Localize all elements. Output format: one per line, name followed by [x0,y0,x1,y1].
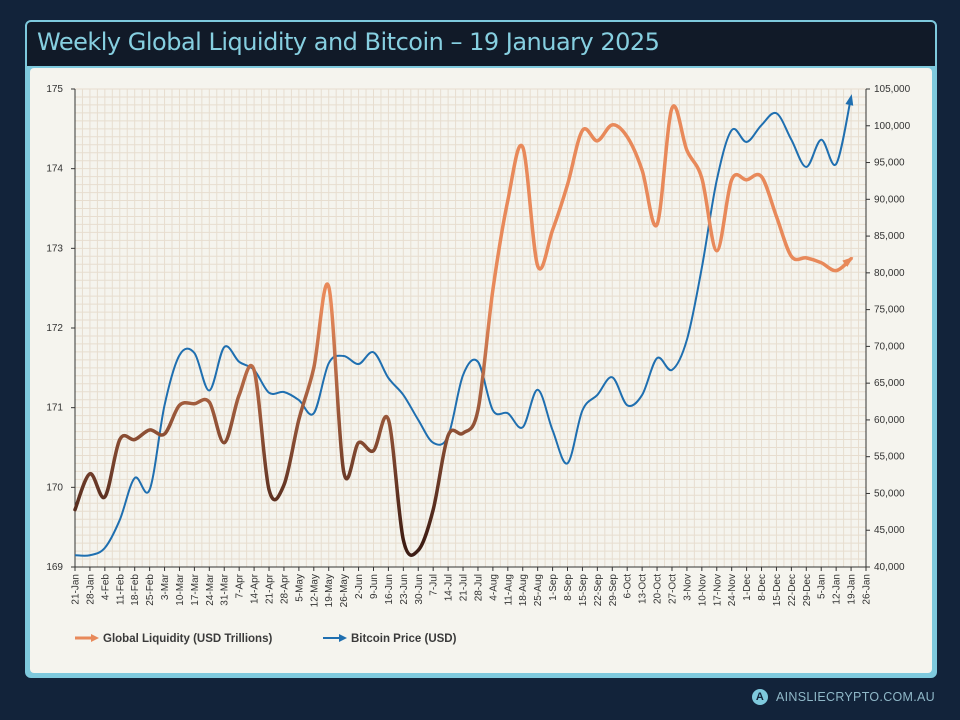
x-tick-label: 12-Jan [832,574,843,605]
footer: A AINSLIECRYPTO.COM.AU [751,689,935,705]
bitcoin-arrow-icon [845,94,854,106]
right-tick-label: 105,000 [874,84,911,95]
x-tick-label: 8-Sep [563,574,574,601]
x-tick-label: 24-Nov [727,574,738,606]
right-tick-label: 55,000 [874,452,905,463]
x-tick-label: 28-Apr [279,573,290,604]
x-tick-label: 11-Aug [503,574,514,606]
legend-bitcoin-arrow-icon [339,634,347,642]
footer-site[interactable]: AINSLIECRYPTO.COM.AU [775,690,935,704]
x-tick-label: 2-Jun [354,574,365,599]
x-tick-label: 29-Dec [802,574,813,606]
x-tick-label: 12-May [309,574,320,607]
x-tick-label: 8-Dec [757,574,768,601]
x-tick-label: 29-Sep [608,574,619,607]
x-tick-label: 13-Oct [638,574,649,604]
right-tick-label: 80,000 [874,268,905,279]
x-tick-label: 21-Jan [71,574,82,605]
left-tick-label: 175 [46,84,63,95]
left-tick-label: 169 [46,562,63,573]
x-tick-label: 15-Sep [578,574,589,607]
x-tick-label: 31-Mar [220,573,231,605]
x-tick-label: 18-Aug [518,574,529,606]
x-tick-label: 17-Nov [712,574,723,606]
right-tick-label: 40,000 [874,562,905,573]
x-tick-label: 18-Feb [130,574,141,606]
x-tick-label: 22-Dec [787,574,798,606]
x-tick-label: 25-Aug [533,574,544,606]
x-tick-label: 16-Jun [384,574,395,605]
x-tick-label: 7-Apr [235,573,246,598]
right-tick-label: 90,000 [874,194,905,205]
legend-liquidity-label: Global Liquidity (USD Trillions) [103,633,272,645]
ainslie-logo-icon: A [751,689,768,705]
x-tick-label: 21-Apr [265,573,276,604]
x-tick-label: 9-Jun [369,574,380,599]
right-tick-label: 60,000 [874,415,905,426]
x-tick-label: 4-Aug [488,574,499,601]
x-tick-label: 21-Jul [459,574,470,601]
x-tick-label: 28-Jan [85,574,96,605]
right-tick-label: 75,000 [874,305,905,316]
x-tick-label: 5-Jan [817,574,828,599]
right-tick-label: 45,000 [874,525,905,536]
legend-liquidity-arrow-icon [91,634,99,642]
right-tick-label: 70,000 [874,341,905,352]
bitcoin-price-line [74,96,853,557]
x-tick-label: 22-Sep [593,574,604,607]
left-tick-label: 170 [46,482,63,493]
left-tick-label: 173 [46,243,63,254]
left-tick-label: 174 [46,164,63,175]
x-tick-label: 6-Oct [623,574,634,599]
x-tick-label: 3-Nov [682,574,693,601]
x-tick-label: 19-May [324,574,335,607]
x-tick-label: 24-Mar [205,573,216,605]
x-tick-label: 10-Nov [697,574,708,606]
title-bar: Weekly Global Liquidity and Bitcoin – 19… [27,22,935,66]
x-tick-label: 3-Mar [160,573,171,600]
x-tick-label: 17-Mar [190,573,201,605]
right-tick-label: 50,000 [874,488,905,499]
right-tick-label: 85,000 [874,231,905,242]
right-tick-label: 95,000 [874,158,905,169]
x-tick-label: 26-Jan [862,574,873,605]
x-tick-label: 19-Jan [847,574,858,605]
x-tick-label: 25-Feb [145,574,156,606]
global-liquidity-line [73,104,853,557]
left-tick-label: 171 [46,403,63,414]
liquidity-arrow-icon [842,256,854,267]
x-tick-label: 30-Jun [414,574,425,605]
left-tick-label: 172 [46,323,63,334]
legend-bitcoin-label: Bitcoin Price (USD) [351,633,457,645]
x-tick-label: 11-Feb [115,574,126,605]
x-tick-label: 14-Apr [250,573,261,604]
x-tick-label: 15-Dec [772,574,783,606]
right-tick-label: 65,000 [874,378,905,389]
x-tick-label: 26-May [339,574,350,607]
right-tick-label: 100,000 [874,121,911,132]
x-tick-label: 5-May [294,574,305,602]
x-tick-label: 4-Feb [100,574,111,601]
x-tick-label: 23-Jun [399,574,410,605]
x-tick-label: 7-Jul [429,574,440,596]
x-tick-label: 14-Jul [444,574,455,601]
x-tick-label: 27-Oct [667,574,678,604]
x-tick-label: 28-Jul [473,574,484,601]
x-tick-label: 1-Sep [548,574,559,601]
x-tick-label: 1-Dec [742,574,753,601]
x-tick-label: 10-Mar [175,573,186,605]
x-tick-label: 20-Oct [653,574,664,604]
page-title: Weekly Global Liquidity and Bitcoin – 19… [37,28,660,56]
